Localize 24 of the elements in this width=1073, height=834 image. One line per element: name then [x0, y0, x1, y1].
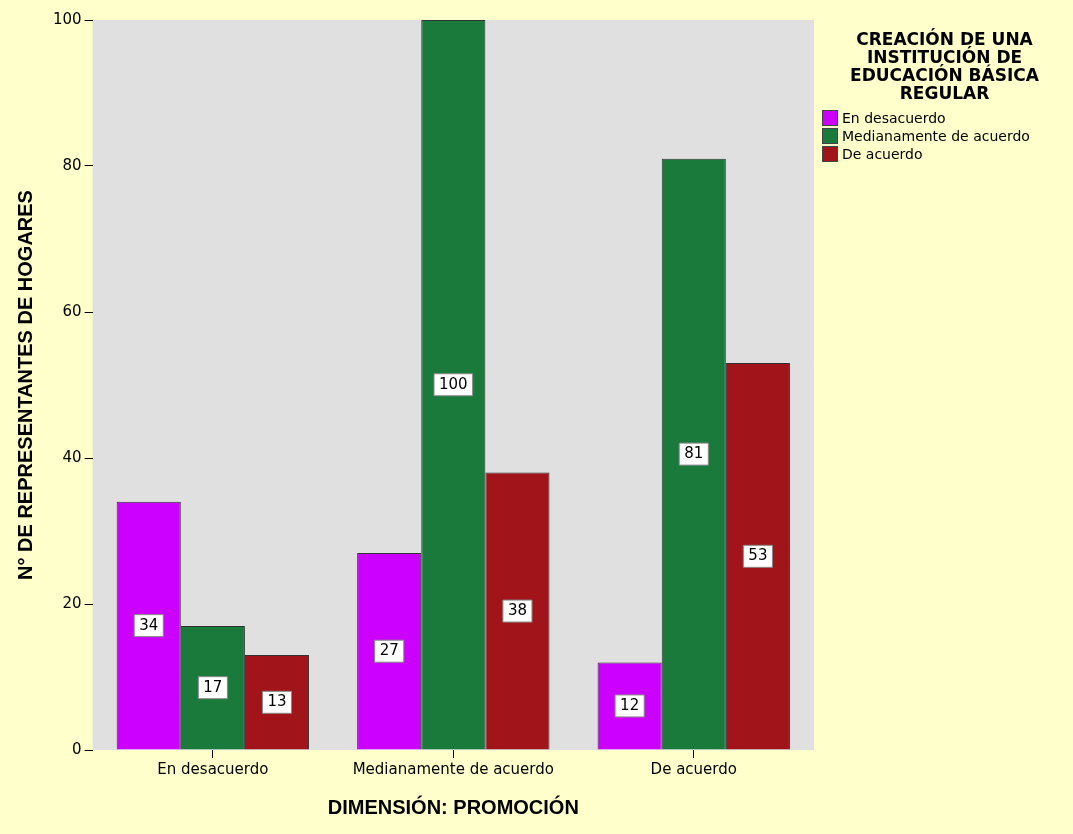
legend-label: En desacuerdo [842, 110, 946, 126]
legend-label: De acuerdo [842, 146, 923, 162]
data-label: 13 [267, 692, 287, 711]
y-tick-label: 20 [62, 593, 82, 612]
data-label: 12 [620, 695, 640, 714]
y-tick-label: 0 [72, 739, 82, 758]
y-tick-label: 80 [62, 155, 82, 174]
x-tick-label: En desacuerdo [157, 759, 269, 778]
legend-label: Medianamente de acuerdo [842, 128, 1030, 144]
x-axis-title: DIMENSIÓN: PROMOCIÓN [327, 794, 579, 818]
data-label: 34 [139, 615, 159, 634]
x-tick-label: Medianamente de acuerdo [352, 759, 554, 778]
data-label: 100 [438, 374, 468, 393]
y-tick-label: 60 [62, 301, 82, 320]
data-label: 38 [507, 600, 527, 619]
data-label: 53 [748, 546, 768, 565]
legend-title: CREACIÓN DE UNA INSTITUCIÓN DE EDUCACIÓN BÁSICA REGULAR [849, 29, 1040, 103]
data-label: 17 [203, 677, 223, 696]
data-label: 81 [684, 443, 704, 462]
x-tick-label: De acuerdo [650, 759, 737, 778]
y-tick-label: 40 [62, 447, 82, 466]
y-axis-title: N° DE REPRESENTANTES DE HOGARES [13, 190, 36, 580]
y-tick-label: 100 [52, 9, 82, 28]
data-label: 27 [379, 641, 399, 660]
